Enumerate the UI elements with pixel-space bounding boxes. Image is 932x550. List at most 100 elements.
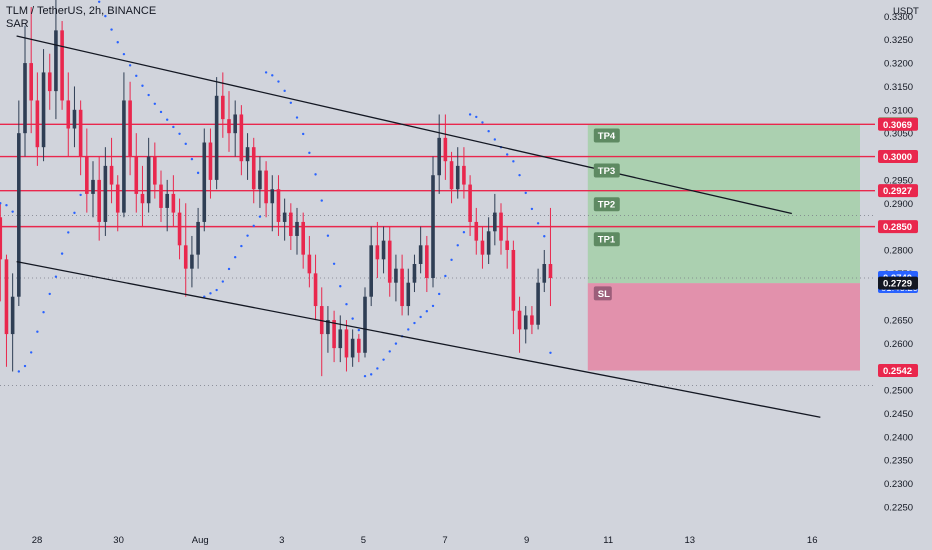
price-tick-label: 0.2800: [884, 245, 913, 256]
sar-dot: [215, 288, 218, 292]
sl-label-box: [593, 286, 612, 301]
sar-dot: [376, 367, 379, 370]
sar-dot: [178, 132, 181, 135]
time-axis[interactable]: 28 30 Aug 3 5 7 9 11 13 16: [0, 528, 932, 550]
price-tag: [878, 364, 918, 378]
sar-dot: [0, 202, 2, 205]
sar-dot: [221, 280, 225, 283]
sar-dot: [425, 310, 429, 313]
sar-dot: [530, 207, 534, 211]
sar-dot: [141, 84, 144, 87]
candle-body: [60, 30, 64, 101]
candle-body: [183, 245, 188, 269]
candle-body: [387, 240, 392, 283]
price-tick-label: 0.2300: [884, 479, 913, 490]
candles: [0, 0, 553, 377]
sar-dot: [60, 252, 64, 255]
candle-body: [171, 193, 176, 213]
candle-body: [418, 245, 423, 264]
time-tick-label: 9: [524, 535, 529, 546]
sar-dot: [190, 157, 194, 161]
sar-dot: [104, 14, 107, 18]
sar-dot: [233, 255, 237, 259]
sar-dot: [277, 80, 280, 83]
candle-body: [103, 165, 108, 222]
sar-dot: [79, 193, 82, 197]
candle-body: [115, 184, 120, 213]
sar-dot: [357, 328, 361, 332]
tp-label-box: [593, 128, 620, 143]
candle-body: [455, 165, 460, 190]
chart-legend: TLM / TetherUS, 2h, BINANCE SAR: [6, 5, 156, 31]
sar-dots: [0, 0, 552, 378]
candle-body: [486, 231, 491, 255]
candle-body: [66, 100, 71, 129]
sar-dot: [184, 142, 187, 146]
candle-body: [301, 221, 305, 255]
candle-body: [499, 212, 503, 241]
time-tick-label: 28: [32, 535, 43, 546]
candle-body: [97, 179, 101, 222]
sar-dot: [42, 311, 45, 314]
sar-dot: [308, 151, 311, 155]
sar-dot: [67, 231, 70, 234]
sar-dot: [240, 244, 243, 248]
time-tick-label: 11: [603, 535, 613, 546]
price-tick-label: 0.2450: [884, 409, 913, 420]
candle-body: [109, 165, 114, 185]
sar-dot: [264, 71, 268, 74]
price-tag: [878, 184, 918, 198]
zone-label: TP4: [598, 131, 616, 142]
price-tag: [878, 276, 918, 290]
trend-line: [16, 35, 792, 215]
candle-body: [177, 212, 182, 246]
price-tag-label: 0.2850: [883, 222, 912, 233]
candle-body: [17, 133, 21, 297]
sar-dot: [339, 285, 342, 288]
sar-dot: [320, 199, 323, 202]
price-tick-label: 0.2650: [884, 316, 913, 327]
sar-dot: [301, 132, 305, 136]
candle-body: [449, 161, 454, 190]
candle-body: [47, 72, 52, 92]
candle-body: [4, 259, 9, 335]
candle-body: [54, 30, 58, 92]
trend-line: [16, 261, 821, 418]
sar-dot: [36, 330, 39, 333]
sar-dot: [351, 317, 354, 320]
sar-dot: [271, 74, 274, 77]
candle-body: [35, 100, 40, 148]
sar-dot: [73, 211, 76, 215]
candle-body: [128, 100, 132, 157]
candle-body: [264, 170, 268, 204]
candle-body: [338, 329, 343, 349]
price-tick-label: 0.2950: [884, 175, 913, 186]
candle-body: [159, 184, 163, 208]
candle-body: [313, 273, 318, 307]
indicator-label[interactable]: SAR: [6, 18, 29, 30]
sar-dot: [345, 303, 348, 306]
candle-body: [443, 137, 448, 162]
candle-body: [233, 114, 237, 134]
sar-dot: [450, 258, 453, 262]
candle-body: [134, 156, 139, 194]
sar-dot: [165, 118, 169, 121]
sar-dot: [382, 358, 385, 361]
zone-label: TP1: [598, 235, 616, 246]
price-tags: 0.30700.30690.30000.29270.28500.274001:4…: [878, 117, 918, 378]
candle-body: [282, 212, 287, 222]
candle-body: [165, 193, 169, 208]
sar-dot: [122, 52, 126, 56]
sar-dot: [289, 101, 293, 105]
price-tick-label: 0.3250: [884, 35, 913, 46]
price-tag: [878, 150, 918, 164]
candle-body: [41, 72, 46, 148]
price-tick-label: 0.3150: [884, 82, 913, 93]
sar-dot: [468, 113, 472, 116]
price-tick-label: 0.2350: [884, 456, 913, 467]
horizontal-levels: [0, 123, 875, 386]
price-tick-label: 0.2900: [884, 199, 913, 210]
symbol-title[interactable]: TLM / TetherUS, 2h, BINANCE: [6, 5, 157, 17]
candle-body: [437, 137, 441, 176]
